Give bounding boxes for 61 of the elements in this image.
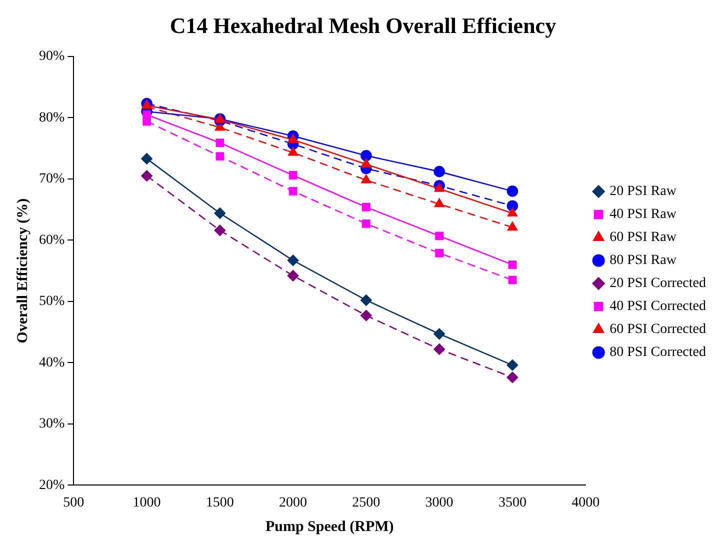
point [360, 310, 372, 322]
point [434, 183, 444, 192]
legend-label: 60 PSI Raw [610, 230, 678, 246]
point [361, 158, 372, 168]
legend-label: 60 PSI Corrected [610, 322, 706, 338]
point [508, 260, 517, 269]
y-tick-label: 80% [38, 110, 65, 126]
point [216, 152, 224, 160]
point [434, 328, 445, 340]
point [506, 359, 518, 371]
point [214, 208, 226, 219]
point [434, 344, 445, 355]
point [362, 219, 370, 228]
legend-label: 40 PSI Corrected [610, 299, 706, 314]
point [287, 254, 299, 266]
x-tick-label: 1000 [132, 495, 161, 510]
point [506, 372, 518, 384]
point [141, 153, 152, 164]
point [361, 174, 372, 184]
y-tick-label: 40% [38, 355, 65, 370]
legend-label: 80 PSI Corrected [610, 345, 706, 360]
point [360, 294, 372, 306]
point [360, 150, 372, 162]
point [142, 110, 151, 119]
legend-label: 40 PSI Raw [610, 207, 678, 222]
y-tick-label: 20% [38, 478, 65, 493]
point [287, 270, 299, 282]
legend-label: 80 PSI Raw [610, 253, 678, 268]
y-tick-label: 90% [38, 49, 65, 64]
point [508, 276, 517, 284]
legend-label: 20 PSI Raw [610, 184, 678, 200]
x-tick-label: 500 [63, 495, 84, 510]
x-tick-label: 1500 [206, 495, 234, 510]
point [288, 146, 298, 156]
point [288, 186, 298, 196]
point [434, 198, 444, 208]
x-axis-title: Pump Speed (RPM) [265, 518, 394, 535]
x-tick-label: 2500 [352, 495, 380, 510]
y-axis-title: Overall Efficiency (%) [14, 198, 31, 344]
y-tick-label: 60% [38, 232, 65, 248]
x-tick-label: 2000 [279, 495, 308, 510]
y-tick-label: 70% [38, 172, 65, 187]
point [141, 170, 152, 182]
point [288, 134, 298, 143]
point [434, 166, 445, 178]
point [507, 208, 518, 216]
point [435, 232, 444, 240]
chart-title: C14 Hexahedral Mesh Overall Efficiency [170, 12, 556, 38]
y-tick-label: 50% [38, 294, 65, 310]
x-tick-label: 4000 [572, 495, 600, 510]
point [288, 171, 298, 180]
point [506, 186, 518, 197]
x-tick-label: 3000 [425, 495, 454, 510]
legend-label: 20 PSI Corrected [610, 276, 706, 292]
x-tick-label: 3500 [498, 495, 526, 510]
point [216, 138, 224, 147]
point [214, 224, 226, 236]
point [435, 248, 444, 258]
point [362, 202, 370, 212]
y-tick-label: 30% [38, 416, 65, 432]
point [507, 222, 518, 230]
